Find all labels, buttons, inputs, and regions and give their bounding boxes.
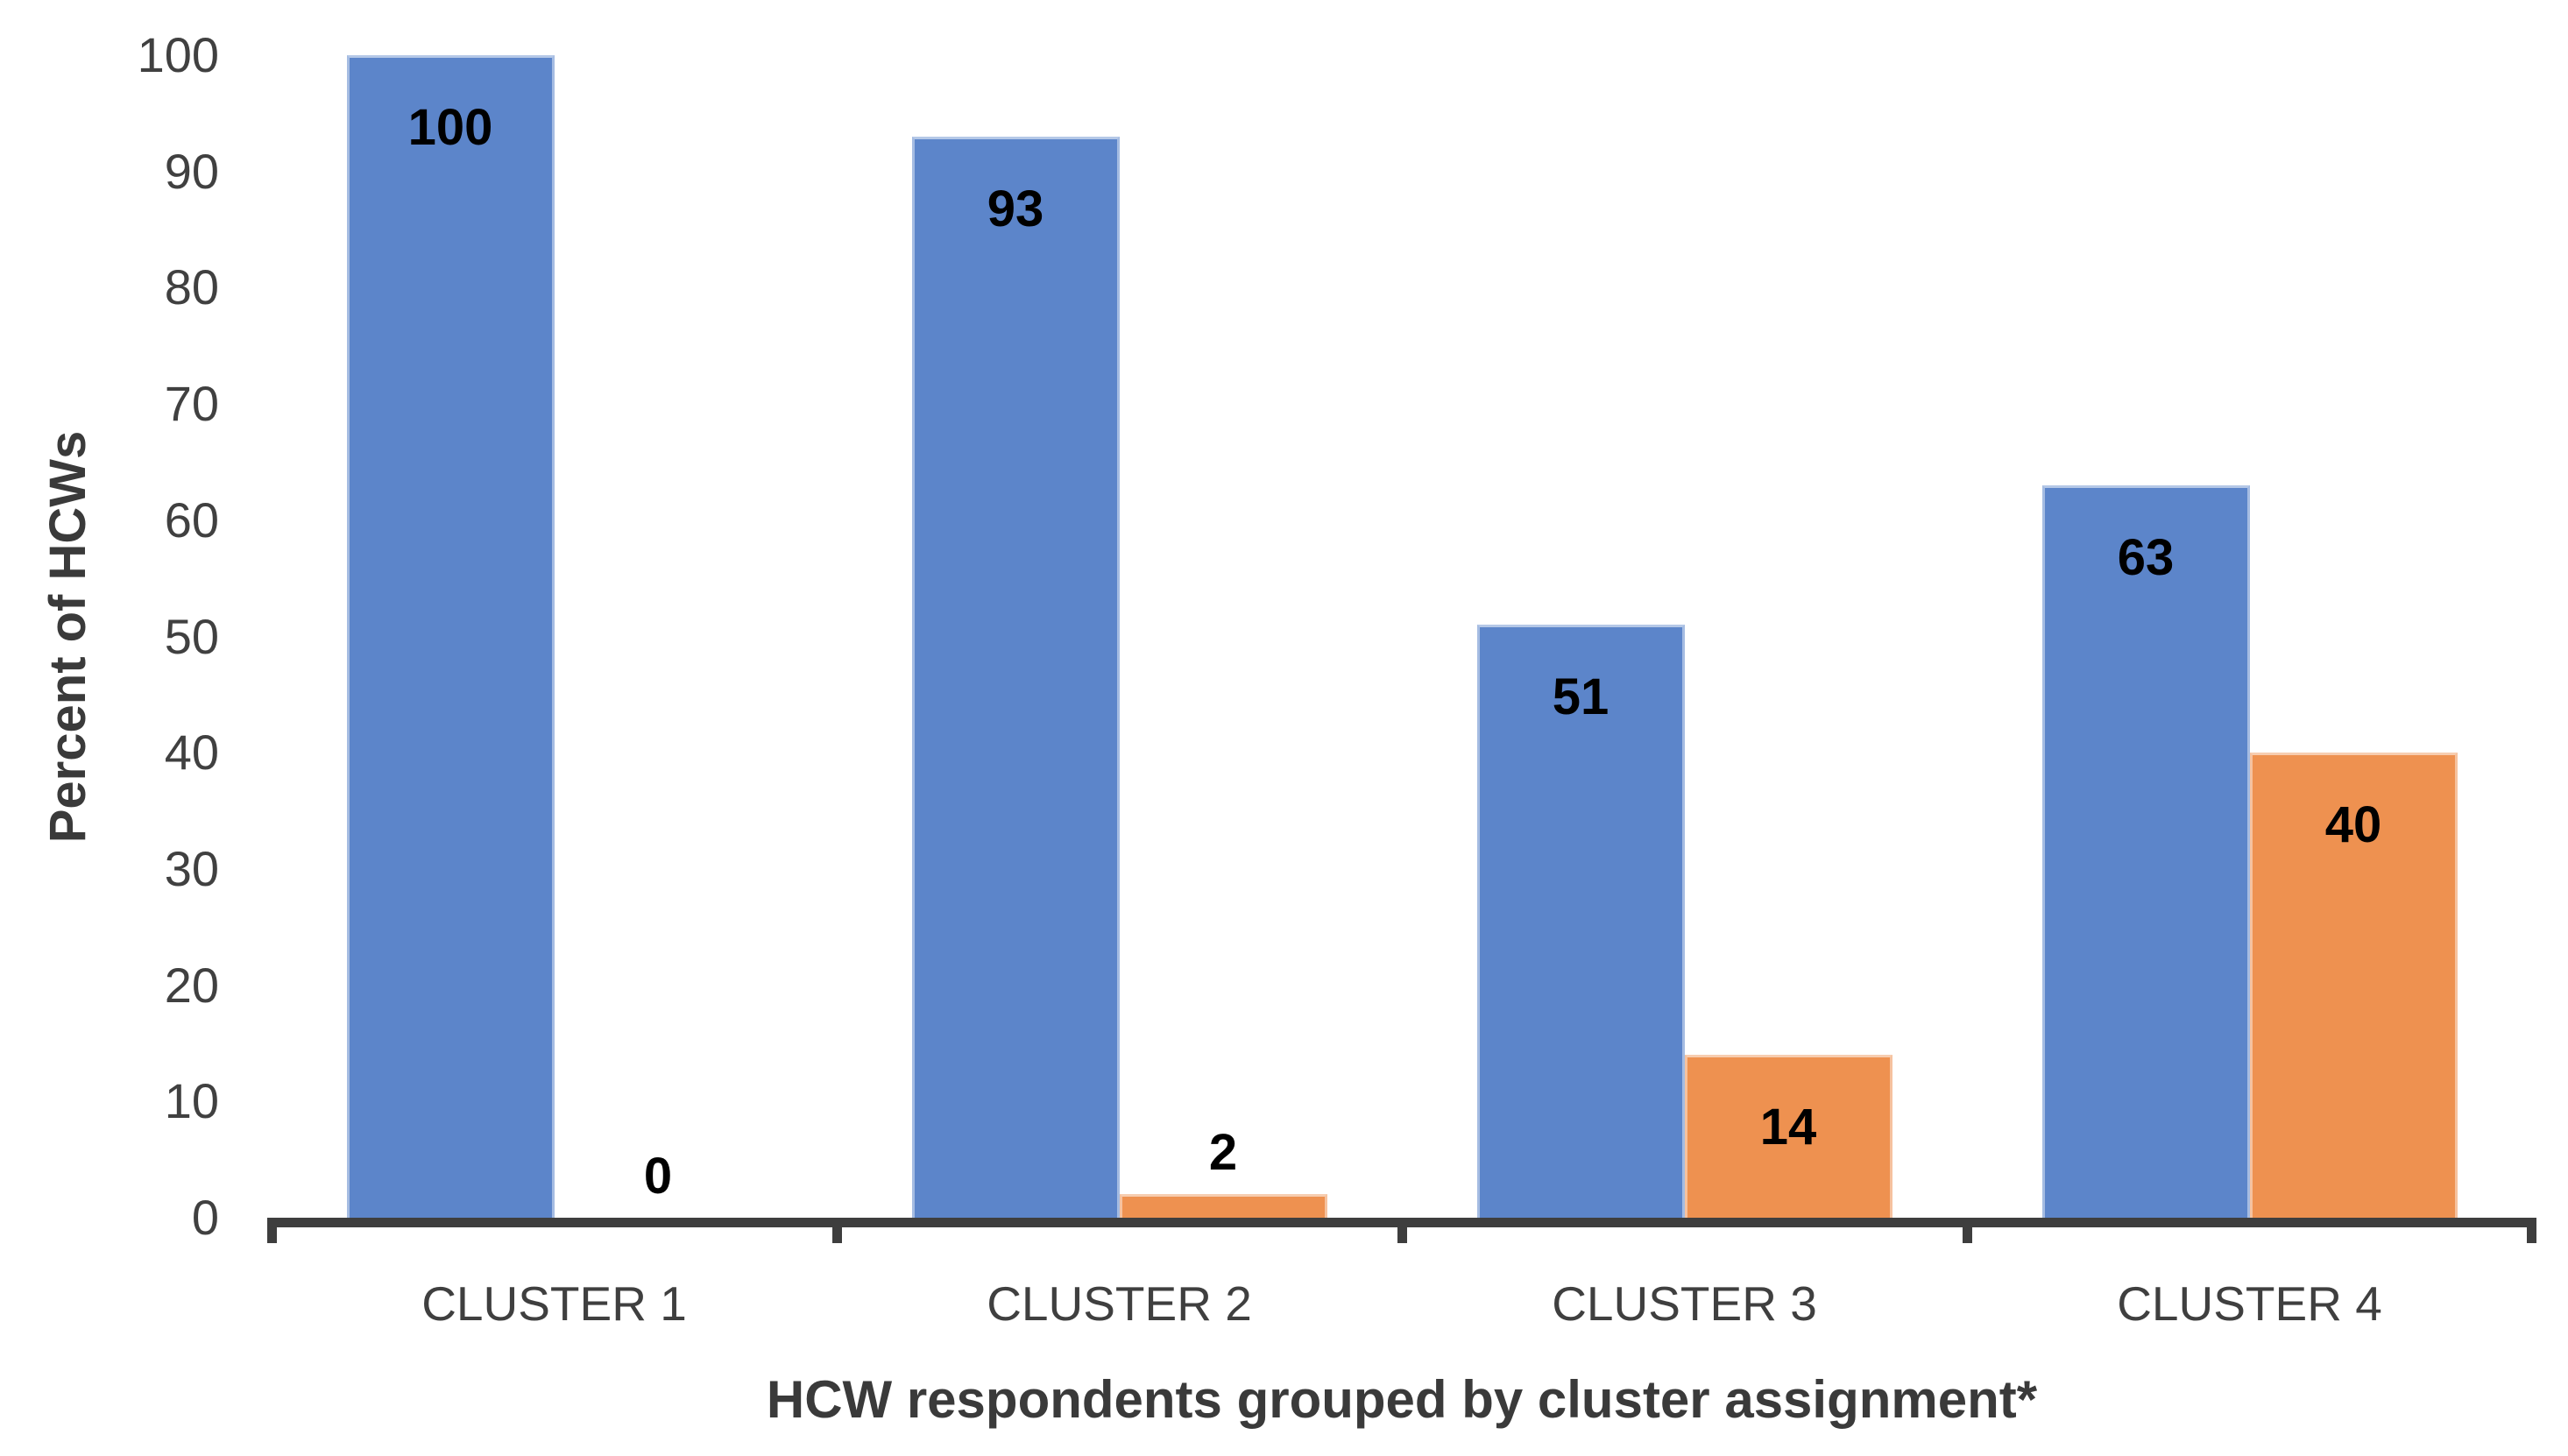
- data-label: 100: [407, 99, 493, 156]
- y-tick-label: 0: [191, 1190, 219, 1245]
- x-tick-mark: [267, 1218, 277, 1243]
- y-tick-label: 10: [164, 1073, 219, 1129]
- y-tick-label: 100: [137, 27, 219, 82]
- blue-series-bar: [911, 136, 1120, 1218]
- data-label: 14: [1759, 1099, 1817, 1156]
- category-label: CLUSTER 4: [2117, 1276, 2382, 1331]
- y-tick-label: 20: [164, 957, 219, 1013]
- x-axis-title: HCW respondents grouped by cluster assig…: [766, 1370, 2038, 1429]
- x-tick-mark: [831, 1218, 842, 1243]
- orange-series-bar: [2249, 753, 2458, 1218]
- orange-series-bar: [1684, 1055, 1892, 1218]
- y-tick-label: 70: [164, 376, 219, 432]
- y-tick-label: 50: [164, 608, 219, 664]
- y-tick-label: 60: [164, 491, 219, 548]
- blue-series-bar: [346, 55, 555, 1218]
- blue-series-bar: [1476, 625, 1685, 1218]
- y-tick-label: 80: [164, 259, 219, 315]
- x-tick-mark: [2527, 1218, 2536, 1243]
- category-label: CLUSTER 3: [1552, 1276, 1817, 1331]
- x-tick-mark: [1397, 1218, 1407, 1243]
- data-label: 51: [1552, 668, 1609, 726]
- data-label: 0: [643, 1148, 673, 1205]
- data-label: 63: [2117, 528, 2175, 586]
- category-label: CLUSTER 1: [421, 1276, 687, 1331]
- data-label: 93: [987, 180, 1044, 237]
- x-tick-mark: [1962, 1218, 1972, 1243]
- category-label: CLUSTER 2: [987, 1276, 1252, 1331]
- data-label: 40: [2324, 796, 2382, 854]
- y-tick-label: 40: [164, 724, 219, 781]
- data-label: 2: [1208, 1124, 1238, 1182]
- y-tick-label: 90: [164, 143, 219, 199]
- blue-series-bar: [2041, 484, 2250, 1218]
- y-tick-label: 30: [164, 840, 219, 896]
- orange-series-bar: [1119, 1194, 1327, 1218]
